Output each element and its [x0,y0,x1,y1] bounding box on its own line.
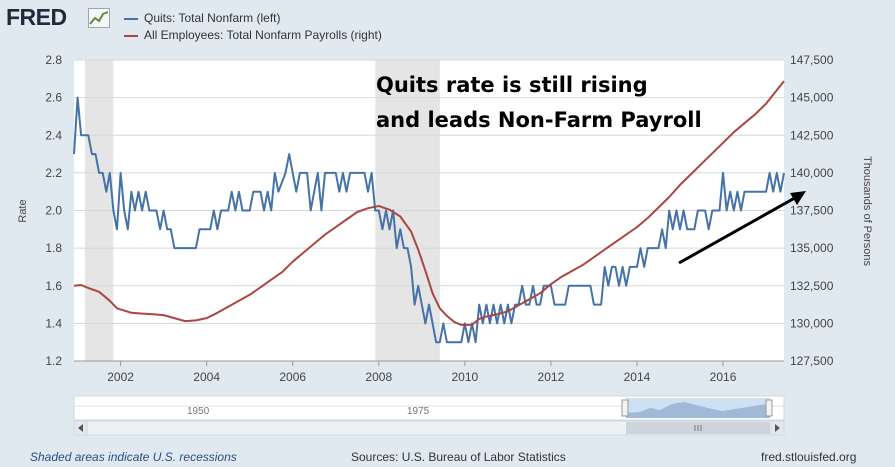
axis-ticks: 1.2 1.4 1.6 1.8 2.0 2.2 2.4 2.6 2.8 127,500 130,00… [45,53,833,384]
arrow-right-icon [775,424,780,432]
fred-logo[interactable]: FRED [6,4,67,30]
x-tick-label: 2014 [624,370,651,384]
y-tick-label-left: 2.2 [45,166,62,180]
range-navigator[interactable]: 1950 1975 [73,395,785,436]
y-tick-label-right: 140,000 [790,166,834,180]
legend-swatch-payrolls [124,34,138,37]
legend-swatch-quits [124,17,138,20]
x-tick-label: 2016 [710,370,737,384]
y-tick-label-left: 2.8 [45,53,62,67]
series-line-payrolls [73,80,785,326]
annotation-line-2: and leads Non-Farm Payroll [376,108,702,132]
site-link[interactable]: fred.stlouisfed.org [761,450,857,464]
legend-item-payrolls[interactable]: All Employees: Total Nonfarm Payrolls (r… [124,28,382,42]
y-tick-label-right: 135,000 [790,241,834,255]
y-tick-label-right: 132,500 [790,279,834,293]
arrow-left-icon [78,424,83,432]
x-tick-label: 2004 [193,370,220,384]
y-axis-title-right: Thousands of Persons [861,156,873,267]
y-tick-label-right: 127,500 [790,354,834,368]
y-tick-label-left: 1.6 [45,279,62,293]
y-tick-label-left: 2.4 [45,128,62,142]
y-tick-label-right: 137,500 [790,204,834,218]
chart-header: FRED Quits: Total Nonfarm (left) All Emp… [0,0,895,46]
navigator-mini-series [626,402,770,418]
annotation-arrow-shaft [678,193,801,265]
y-tick-label-left: 1.2 [45,354,62,368]
series-lines [73,80,785,344]
y-axis-title-left: Rate [17,199,29,222]
x-tick-label: 2012 [538,370,565,384]
x-tick-label: 2006 [279,370,306,384]
sources-note: Sources: U.S. Bureau of Labor Statistics [351,450,566,464]
legend-label-payrolls: All Employees: Total Nonfarm Payrolls (r… [144,28,382,42]
annotation-line-1: Quits rate is still rising [376,73,648,97]
y-tick-label-right: 130,000 [790,316,834,330]
y-tick-label-left: 1.8 [45,241,62,255]
y-tick-label-right: 147,500 [790,53,834,67]
y-tick-label-right: 145,000 [790,91,834,105]
x-tick-label: 2002 [107,370,134,384]
annotation-arrow-head [790,191,806,205]
x-tick-label: 2008 [365,370,392,384]
chart-trend-icon [88,8,110,28]
navigator-handle-left[interactable] [621,399,629,417]
y-tick-label-right: 142,500 [790,128,834,142]
y-tick-label-left: 1.4 [45,316,62,330]
y-tick-label-left: 2.6 [45,91,62,105]
recession-note: Shaded areas indicate U.S. recessions [30,450,237,464]
x-tick-label: 2010 [451,370,478,384]
navigator-handle-right[interactable] [765,399,773,417]
series-line-quits [73,96,785,344]
navigator-label-1975: 1975 [407,406,430,417]
legend-label-quits: Quits: Total Nonfarm (left) [144,11,281,25]
y-tick-label-left: 2.0 [45,204,62,218]
navigator-label-1950: 1950 [187,406,210,417]
legend-item-quits[interactable]: Quits: Total Nonfarm (left) [124,11,281,25]
